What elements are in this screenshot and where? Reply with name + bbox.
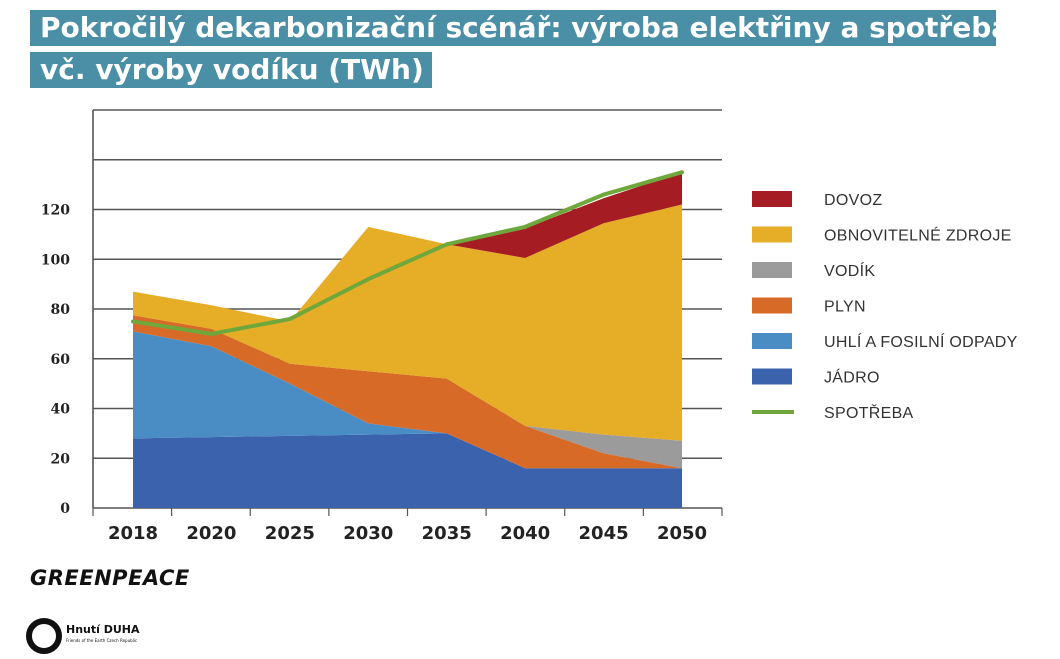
x-tick-label: 2018 (108, 523, 158, 544)
y-tick-label: 120 (41, 203, 70, 219)
line-spotreba (132, 170, 683, 336)
duha-ring-icon (26, 618, 62, 654)
point-spotreba (131, 319, 135, 324)
greenpeace-logo: GREENPEACE (30, 566, 190, 590)
duha-logo-name: Hnutí DUHA (66, 623, 140, 636)
legend-label: PLYN (824, 299, 866, 316)
x-tick-label: 2050 (657, 523, 707, 544)
legend-swatch-dovoz (752, 191, 792, 207)
point-spotreba (444, 242, 449, 247)
hnuti-duha-logo: Hnutí DUHA Friends of the Earth Czech Re… (24, 616, 204, 656)
point-spotreba (287, 316, 292, 321)
legend-swatch-uhli (752, 333, 792, 349)
point-spotreba (366, 277, 371, 282)
area-jadro (133, 433, 682, 508)
legend-label: VODÍK (824, 261, 875, 280)
legend-label: DOVOZ (824, 192, 882, 209)
y-tick-label: 0 (60, 501, 70, 517)
x-tick-label: 2045 (579, 523, 629, 544)
x-tick-label: 2040 (500, 523, 550, 544)
legend-swatch-plyn (752, 297, 792, 314)
point-spotreba (680, 170, 684, 175)
area-vodik (133, 315, 682, 469)
legend-label: JÁDRO (824, 368, 880, 387)
x-tick-label: 2035 (422, 523, 472, 544)
area-obnovitelne (133, 204, 682, 441)
y-tick-label: 100 (41, 252, 70, 268)
y-tick-label: 60 (51, 352, 71, 368)
duha-logo-subtitle: Friends of the Earth Czech Republic (66, 638, 138, 643)
legend-swatch-jadro (752, 368, 792, 385)
point-spotreba (523, 224, 528, 229)
legend-swatch-vodik (752, 262, 792, 278)
legend-label: SPOTŘEBA (824, 403, 914, 422)
y-tick-label: 80 (51, 302, 71, 318)
point-spotreba (209, 331, 214, 336)
chart-title-line-1: Pokročilý dekarbonizační scénář: výroba … (30, 10, 1010, 46)
point-spotreba (601, 192, 606, 197)
area-plyn (133, 315, 682, 469)
y-tick-label: 40 (51, 402, 71, 418)
legend-label: UHLÍ A FOSILNÍ ODPADY (824, 332, 1018, 351)
y-tick-label: 20 (51, 451, 71, 467)
chart-title-line-2: vč. výroby vodíku (TWh) (30, 52, 432, 88)
x-tick-label: 2030 (343, 523, 393, 544)
legend-swatch-obnovitelne (752, 226, 792, 243)
legend-label: OBNOVITELNÉ ZDROJE (824, 226, 1012, 245)
x-tick-label: 2020 (186, 523, 236, 544)
area-uhli (133, 331, 682, 469)
x-tick-label: 2025 (265, 523, 315, 544)
